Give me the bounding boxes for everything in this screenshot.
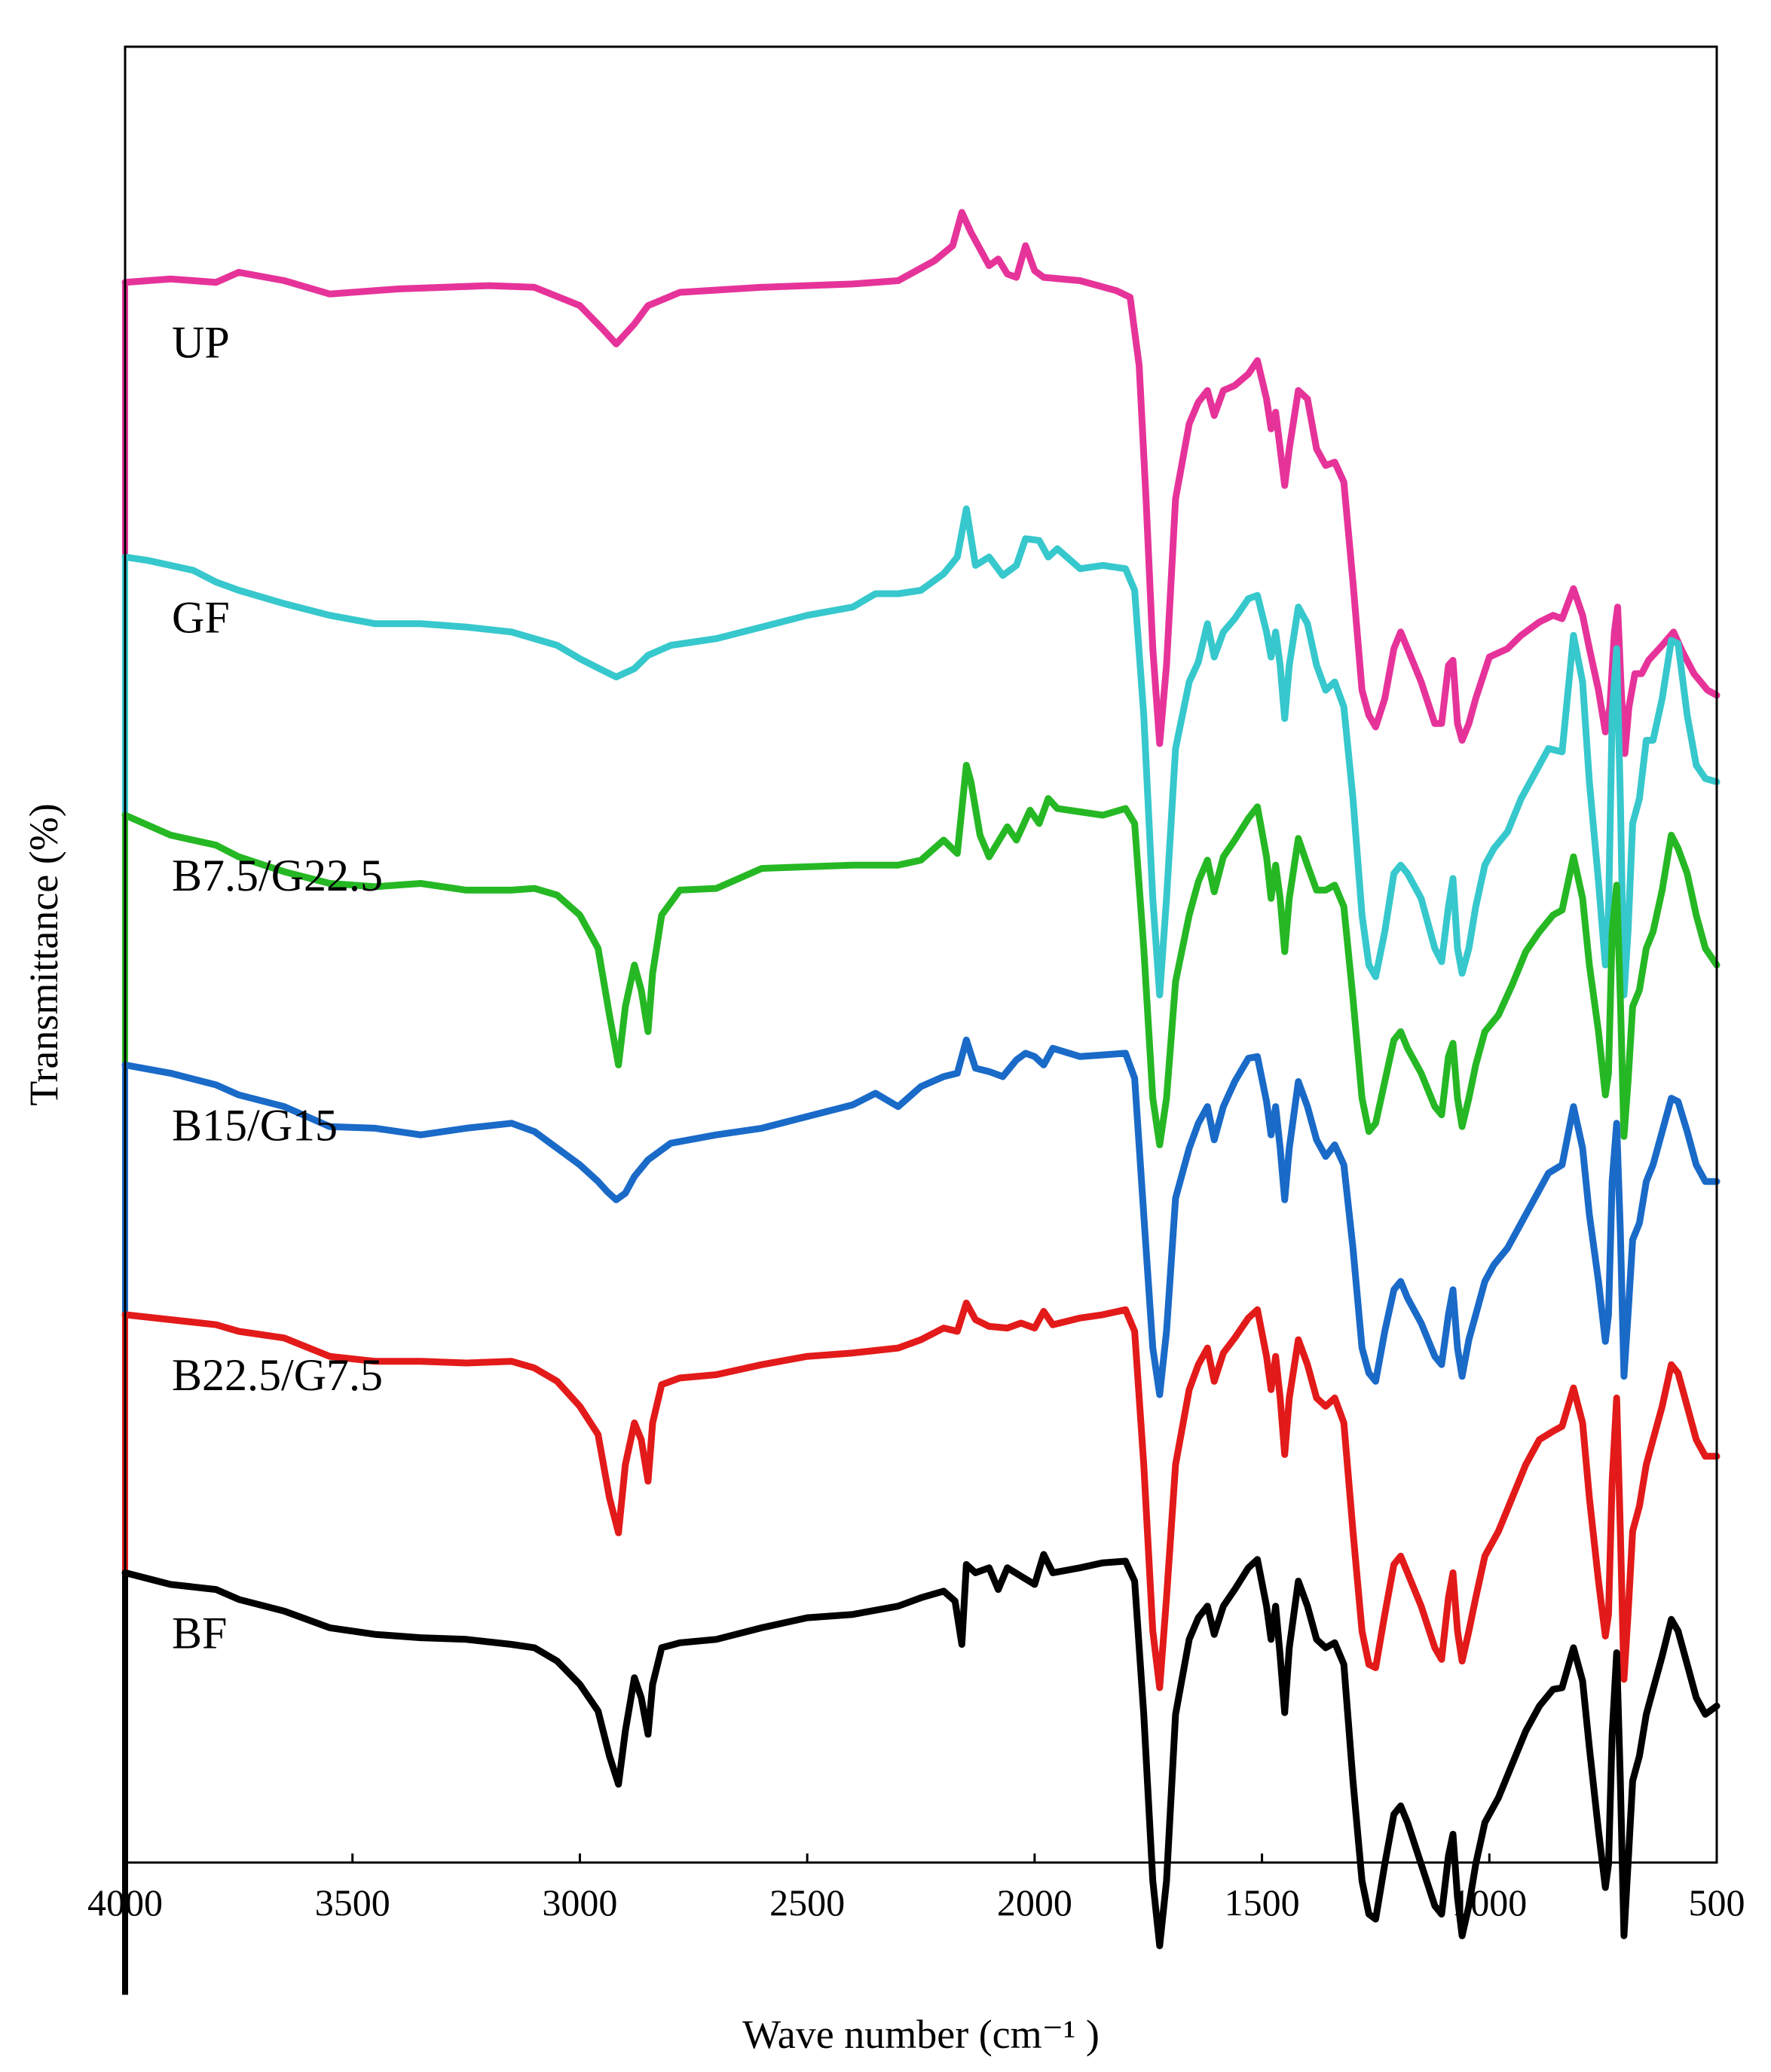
series-label-b22-5-g7-5: B22.5/G7.5 (172, 1350, 383, 1400)
x-tick-label-500: 500 (1689, 1881, 1745, 1924)
series-line-b7-5-g22-5 (121, 762, 1721, 1148)
series-label-bf: BF (172, 1608, 227, 1658)
x-tick-label-2000: 2000 (997, 1881, 1072, 1924)
series-line-bf (121, 1551, 1721, 1949)
series-line-gf (121, 505, 1721, 999)
x-axis-ticks: 4000 3500 3000 2500 2000 1500 1000 500 (87, 1853, 1745, 1924)
x-tick-label-2500: 2500 (769, 1881, 845, 1924)
plot-frame (124, 45, 1718, 1864)
series-label-b15-g15: B15/G15 (172, 1100, 338, 1150)
series-line-b22-5-g7-5 (121, 1299, 1721, 1692)
x-tick-label-3500: 3500 (315, 1881, 390, 1924)
series-line-b15-g15 (121, 1036, 1721, 1398)
x-axis-title: Wave number (cm⁻¹ ) (742, 2012, 1100, 2057)
series-label-up: UP (172, 318, 230, 368)
series-line-up (121, 209, 1721, 757)
series-label-b7-5-g22-5: B7.5/G22.5 (172, 851, 383, 900)
x-tick-label-1500: 1500 (1225, 1881, 1300, 1924)
series-label-gf: GF (172, 592, 230, 642)
x-tick-label-4000: 4000 (87, 1881, 163, 1924)
x-tick-label-1000: 1000 (1451, 1881, 1527, 1924)
y-axis-title: Transmittance (%) (21, 803, 66, 1105)
series-label-layer: UP GF B7.5/G22.5 B15/G15 B22.5/G7.5 BF (172, 318, 383, 1658)
x-tick-label-3000: 3000 (542, 1881, 617, 1924)
